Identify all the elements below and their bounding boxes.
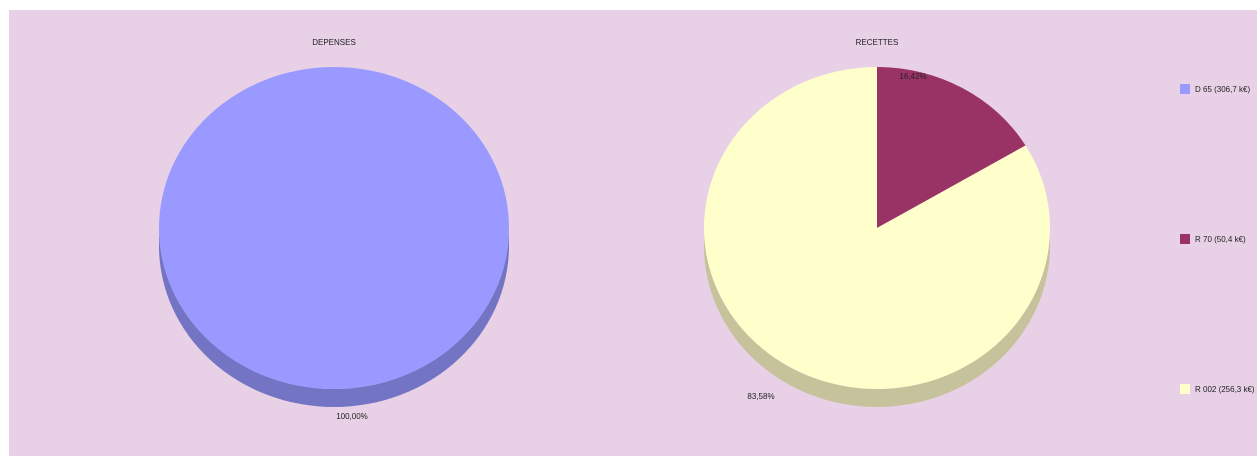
legend-swatch	[1180, 234, 1190, 244]
depenses-slice-d-65-306-7-k	[159, 67, 509, 389]
recettes-slice-r-002-256-3-k	[703, 67, 1050, 389]
legend-item-r-002-256-3-k: R 002 (256,3 k€)	[1180, 384, 1255, 394]
legend-swatch	[1180, 384, 1190, 394]
legend-item-d-65-306-7-k: D 65 (306,7 k€)	[1180, 84, 1250, 94]
recettes-slice-r-70-50-4-k	[877, 67, 1026, 228]
chart-panel: DEPENSES RECETTES 100,00% 16,42% 83,58% D …	[9, 10, 1257, 456]
recettes-pct-label-r-002-256-3-k: 83,58%	[747, 392, 774, 401]
recettes-pct-label-r-70-50-4-k: 16,42%	[899, 72, 926, 81]
pie-charts-svg: DEPENSES RECETTES 100,00% 16,42% 83,58% D …	[159, 38, 1255, 421]
label-layer: 100,00% 16,42% 83,58%	[336, 72, 926, 421]
depenses-pct-label-d-65-306-7-k: 100,00%	[336, 412, 368, 421]
legend-label: R 70 (50,4 k€)	[1195, 235, 1246, 244]
legend-item-r-70-50-4-k: R 70 (50,4 k€)	[1180, 234, 1246, 244]
legend-label: R 002 (256,3 k€)	[1195, 385, 1255, 394]
legend-label: D 65 (306,7 k€)	[1195, 85, 1250, 94]
pie-layer	[159, 67, 1050, 407]
legend-swatch	[1180, 84, 1190, 94]
legend: D 65 (306,7 k€) R 70 (50,4 k€) R 002 (256,…	[1180, 84, 1255, 394]
recettes-title: RECETTES	[856, 38, 899, 47]
depenses-title: DEPENSES	[312, 38, 356, 47]
